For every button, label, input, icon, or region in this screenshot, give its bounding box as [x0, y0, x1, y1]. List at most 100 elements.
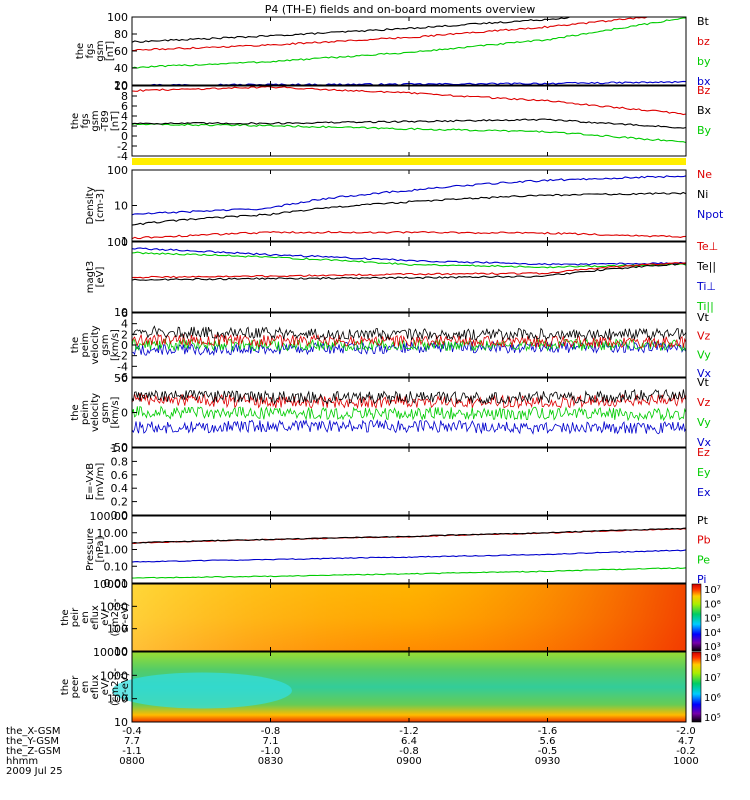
ephemeris-value: -1.0 — [261, 746, 281, 757]
series-Vt-line — [131, 388, 687, 405]
y-axis-label: eflux — [90, 675, 101, 700]
y-tick-label: -4 — [117, 360, 128, 373]
colorbar-label: 10⁵ — [704, 713, 721, 724]
series-Bx-line — [131, 118, 687, 129]
legend-entry: by — [697, 55, 711, 68]
colorbar-label: 10⁵ — [704, 614, 721, 625]
legend-entry: Te|| — [696, 260, 716, 273]
y-axis-label: peim — [80, 400, 91, 425]
y-tick-label: 80 — [114, 28, 128, 41]
y-tick-label: 10 — [114, 645, 128, 658]
y-axis-label: [nT] — [110, 111, 121, 131]
y-tick-label: -2 — [117, 350, 128, 363]
y-tick-label: 0.4 — [111, 482, 129, 495]
series-Te||-line — [131, 262, 687, 281]
colorbar — [691, 583, 702, 652]
y-tick-label: 0 — [121, 407, 128, 420]
legend-entry: Ez — [697, 446, 710, 459]
y-tick-label: 6 — [121, 307, 128, 320]
panel-temperature: 100 10 magt3 [eV] Te⊥ Te|| Ti⊥ Ti|| — [85, 236, 718, 319]
legend-entry: Pt — [697, 514, 709, 527]
y-axis-label: en — [80, 681, 91, 694]
legend-entry: Ti|| — [696, 300, 714, 313]
y-tick-label: 10 — [114, 80, 128, 93]
y-tick-label: 1.00 — [104, 544, 129, 557]
y-axis-label: peer — [70, 675, 81, 699]
y-tick-label: 1 — [121, 235, 128, 248]
panel-peer-spectrogram: 10⁸ 10⁷ 10⁶ 10⁵ 10000 1000 100 10 the peer en eflux… — [60, 646, 721, 729]
y-axis-label: eV/ — [100, 609, 111, 626]
y-axis-label: gsm — [100, 334, 111, 355]
ephemeris-value: -2.0 — [676, 726, 696, 737]
y-axis-label: gsm — [90, 110, 101, 131]
legend-entry: Ti⊥ — [696, 280, 716, 293]
series-Pt-line — [131, 527, 687, 544]
colorbar-label: 10⁶ — [704, 693, 721, 704]
y-axis-label: [km/s] — [110, 396, 121, 428]
y-tick-label: -50 — [110, 441, 128, 454]
y-axis-label: velocity — [90, 325, 101, 364]
y-tick-label: 2 — [121, 120, 128, 133]
y-axis-label: fgs — [80, 113, 91, 128]
y-axis-label: (cm2-s- — [110, 668, 121, 706]
panel-peim-velocity: 50 0 -50 the peim velocity gsm [km/s] Vt Vz Vy Vx — [70, 372, 712, 454]
y-axis-label: the — [75, 43, 86, 59]
y-tick-label: 0.0 — [111, 509, 129, 522]
y-axis-label: gsm — [100, 402, 111, 423]
y-axis-label: [km/s] — [110, 329, 121, 361]
y-tick-label: 10000 — [93, 646, 128, 659]
y-tick-label: 60 — [114, 45, 128, 58]
y-tick-label: 0.2 — [111, 496, 129, 509]
legend-entry: By — [697, 124, 712, 137]
y-tick-label: 10 — [114, 716, 128, 729]
series-Pi-line — [131, 549, 687, 563]
y-tick-label: 2 — [121, 328, 128, 341]
ephemeris-value: 0900 — [396, 756, 421, 767]
y-tick-label: 1000 — [100, 600, 128, 613]
legend-entry: Pe — [697, 553, 710, 566]
y-tick-label: -2 — [117, 140, 128, 153]
y-tick-label: 20 — [114, 79, 128, 92]
y-tick-label: 1.0 — [111, 442, 129, 455]
ephemeris-value: -0.5 — [538, 746, 558, 757]
y-axis-label: en — [80, 611, 91, 624]
y-axis-label: the — [70, 404, 81, 420]
legend-entry: Vx — [697, 367, 712, 380]
legend-entry: Pb — [697, 534, 711, 547]
panel-efield: 1.00.80.60.40.20.0 E=-VxB [mV/m] Ez Ey Ex — [85, 442, 711, 522]
y-axis-label: eV/ — [100, 678, 111, 695]
y-axis-label: the — [60, 609, 71, 625]
legend-entry: Ne — [697, 168, 712, 181]
ephemeris-value: 4.7 — [678, 736, 694, 747]
ephemeris-row-label: the_Z-GSM — [6, 746, 61, 757]
y-axis-label: Density — [85, 186, 96, 224]
panel-frame — [131, 85, 687, 157]
y-tick-label: 50 — [114, 372, 128, 385]
panel-frame — [131, 447, 687, 516]
y-axis-label: -T89 — [100, 110, 111, 132]
panel-frame — [131, 169, 687, 242]
colorbar-label: 10⁷ — [704, 673, 721, 684]
y-tick-label: 0.6 — [111, 469, 129, 482]
ephemeris-value: 6.4 — [401, 736, 417, 747]
y-tick-label: 4 — [121, 318, 128, 331]
y-axis-label: sr-eV) — [120, 603, 131, 632]
legend-entry: Ex — [697, 486, 711, 499]
series-bz-line — [131, 16, 686, 52]
ephemeris-value: -1.2 — [399, 726, 419, 737]
panel-frame — [131, 515, 687, 584]
y-tick-label: 10 — [114, 200, 128, 213]
y-tick-label: 0.01 — [104, 577, 129, 590]
ephemeris-value: 5.6 — [540, 736, 556, 747]
spectrogram-overlay — [132, 584, 686, 651]
legend-entry: bz — [697, 35, 710, 48]
ephemeris-value: 7.1 — [263, 736, 279, 747]
y-axis-label: [nT] — [105, 41, 116, 61]
y-axis-label: peim — [80, 332, 91, 357]
legend-entry: Vy — [697, 416, 711, 429]
y-tick-label: 10 — [114, 306, 128, 319]
y-tick-label: -6 — [117, 371, 128, 384]
panel-pressure: 100.00 10.00 1.00 0.10 0.01 Pressure [nPa] Pt Pb… — [85, 510, 711, 590]
legend-entry: Vy — [697, 348, 711, 361]
